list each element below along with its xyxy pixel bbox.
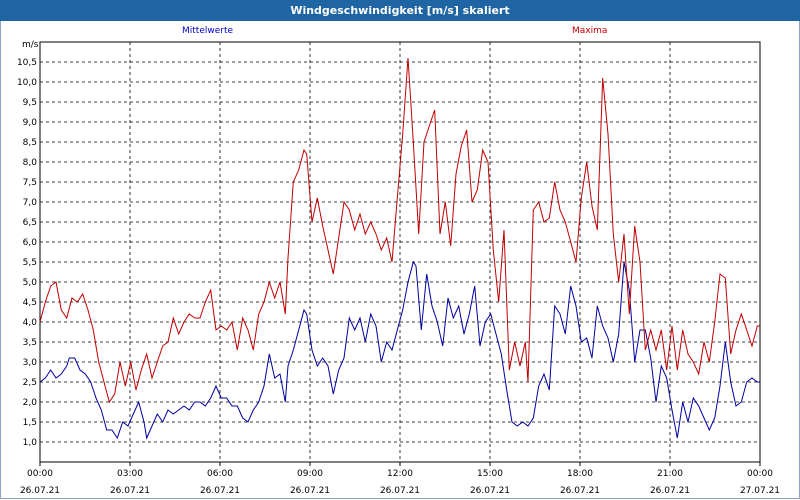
- y-tick-label: 1,0: [23, 438, 38, 448]
- x-tick-time: 09:00: [297, 469, 323, 479]
- x-tick-date: 26.07.21: [110, 486, 150, 496]
- y-tick-label: 6,0: [23, 238, 38, 248]
- x-tick-date: 26.07.21: [380, 486, 420, 496]
- x-tick-date: 26.07.21: [470, 486, 510, 496]
- x-tick-time: 06:00: [207, 469, 233, 479]
- x-tick-date: 26.07.21: [560, 486, 600, 496]
- y-tick-label: 4,0: [23, 318, 38, 328]
- y-tick-label: 10,5: [17, 58, 37, 68]
- series-line-maxima: [39, 57, 760, 404]
- x-tick-time: 18:00: [567, 469, 593, 479]
- y-tick-label: 3,5: [23, 338, 37, 348]
- x-tick-date: 26.07.21: [650, 486, 690, 496]
- chart-window-title: Windgeschwindigkeit [m/s] skaliert: [0, 0, 800, 21]
- y-tick-label: 10,0: [17, 78, 37, 88]
- y-tick-label: 7,0: [23, 198, 38, 208]
- x-tick-time: 00:00: [747, 469, 773, 479]
- y-tick-label: 2,5: [23, 378, 37, 388]
- series-line-mittelwerte: [39, 260, 760, 440]
- legend-maxima: Maxima: [572, 26, 608, 36]
- y-tick-label: 8,0: [23, 158, 38, 168]
- x-tick-time: 00:00: [27, 469, 53, 479]
- y-tick-label: 4,5: [23, 298, 37, 308]
- legend-mittelwerte: Mittelwerte: [182, 26, 234, 36]
- y-tick-label: 6,5: [23, 218, 37, 228]
- x-tick-time: 21:00: [657, 469, 683, 479]
- x-tick-date: 27.07.21: [740, 486, 780, 496]
- y-tick-label: 5,5: [23, 258, 37, 268]
- y-tick-label: 7,5: [23, 178, 37, 188]
- y-axis-unit-label: m/s: [22, 40, 39, 50]
- x-tick-time: 03:00: [117, 469, 143, 479]
- y-tick-label: 9,5: [23, 98, 37, 108]
- y-tick-label: 3,0: [23, 358, 38, 368]
- x-tick-date: 26.07.21: [200, 486, 240, 496]
- y-tick-label: 1,5: [23, 418, 37, 428]
- y-tick-label: 2,0: [23, 398, 38, 408]
- x-tick-time: 15:00: [477, 469, 503, 479]
- y-tick-label: 9,0: [23, 118, 38, 128]
- x-tick-date: 26.07.21: [20, 486, 60, 496]
- x-tick-time: 12:00: [387, 469, 413, 479]
- x-tick-date: 26.07.21: [290, 486, 330, 496]
- y-tick-label: 5,0: [23, 278, 38, 288]
- y-tick-label: 8,5: [23, 138, 37, 148]
